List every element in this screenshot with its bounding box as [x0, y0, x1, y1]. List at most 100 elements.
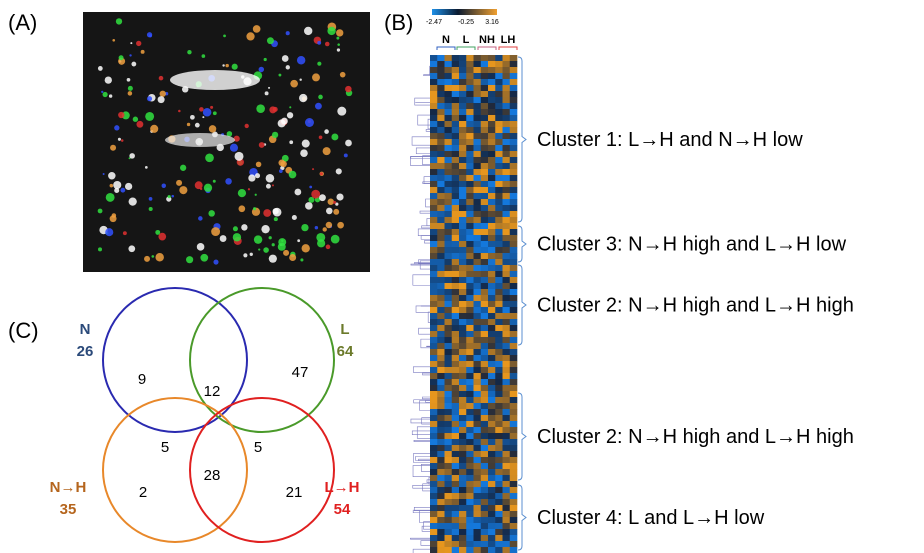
heatmap-cell: [437, 445, 445, 452]
heatmap-cell: [466, 499, 474, 506]
heatmap-cell: [488, 109, 496, 116]
gel-spot: [249, 252, 253, 256]
heatmap-cell: [509, 349, 518, 356]
heatmap-cell: [437, 313, 445, 320]
heatmap-cell: [430, 151, 438, 158]
heatmap-cell: [437, 157, 445, 164]
heatmap-cell: [444, 85, 453, 92]
heatmap-cell: [473, 133, 482, 140]
heatmap-cell: [488, 535, 496, 542]
heatmap-cell: [459, 487, 467, 494]
heatmap-cell: [459, 169, 467, 176]
heatmap-cell: [459, 301, 467, 308]
heatmap-cell: [451, 451, 460, 458]
gel-spot: [136, 120, 144, 128]
gel-spot: [101, 90, 104, 93]
heatmap-cell: [480, 253, 489, 260]
heatmap-cell: [502, 499, 511, 506]
heatmap-cell: [480, 283, 489, 290]
heatmap-cell: [444, 199, 453, 206]
gel-spot: [232, 226, 238, 232]
heatmap-cell: [495, 199, 503, 206]
heatmap-cell: [437, 403, 445, 410]
heatmap-cell: [451, 175, 460, 182]
heatmap-cell: [451, 409, 460, 416]
heatmap-cell: [480, 127, 489, 134]
heatmap-cell: [451, 151, 460, 158]
heatmap-cell: [437, 211, 445, 218]
heatmap-cell: [473, 379, 482, 386]
heatmap-cell: [466, 469, 474, 476]
gel-spot: [308, 196, 315, 203]
heatmap-cell: [495, 415, 503, 422]
heatmap-cell: [451, 481, 460, 488]
gel-spot: [300, 258, 304, 262]
dendrogram-branch: [421, 417, 430, 425]
heatmap-cell: [495, 367, 503, 374]
heatmap-cell: [502, 463, 511, 470]
heatmap-cell: [430, 91, 438, 98]
dendrogram: [410, 65, 431, 553]
heatmap-cell: [495, 211, 503, 218]
heatmap-cell: [437, 397, 445, 404]
gel-spot: [331, 133, 339, 141]
heatmap-cell: [451, 379, 460, 386]
heatmap-cell: [459, 409, 467, 416]
heatmap-cell: [502, 505, 511, 512]
heatmap-cell: [480, 379, 489, 386]
heatmap-cell: [488, 61, 496, 68]
heatmap-cell: [480, 115, 489, 122]
heatmap-cell: [509, 307, 518, 314]
dendrogram-branch: [420, 540, 430, 546]
heatmap-cell: [473, 481, 482, 488]
heatmap-cell: [509, 259, 518, 266]
heatmap-cell: [451, 91, 460, 98]
heatmap-cell: [488, 337, 496, 344]
heatmap-cell: [430, 385, 438, 392]
cluster-bracket: [517, 56, 527, 223]
heatmap-cell: [437, 529, 445, 536]
heatmap-cell: [437, 295, 445, 302]
heatmap-cell: [509, 397, 518, 404]
heatmap-cell: [509, 547, 518, 553]
heatmap-cell: [466, 385, 474, 392]
heatmap-cell: [488, 145, 496, 152]
gel-spot: [268, 254, 277, 263]
heatmap-cell: [495, 403, 503, 410]
gel-spot: [345, 139, 352, 147]
heatmap-cell: [437, 91, 445, 98]
heatmap-cell: [430, 253, 438, 260]
heatmap-cell: [451, 493, 460, 500]
heatmap-cell: [509, 367, 518, 374]
heatmap-cell: [488, 469, 496, 476]
gel-spot: [268, 86, 271, 89]
gel-spot: [312, 73, 320, 82]
gel-spot: [117, 137, 121, 141]
gel-spot: [290, 79, 298, 88]
heatmap-cell: [437, 109, 445, 116]
heatmap-cell: [473, 343, 482, 350]
heatmap-cell: [473, 181, 482, 188]
region-count: 21: [286, 484, 303, 501]
dendrogram-branch: [411, 430, 430, 435]
heatmap-cell: [437, 67, 445, 74]
heatmap-cell: [466, 445, 474, 452]
heatmap-cell: [502, 91, 511, 98]
dendrogram-branch: [413, 453, 430, 463]
heatmap-cell: [509, 289, 518, 296]
heatmap: [430, 55, 518, 553]
heatmap-cell: [437, 79, 445, 86]
heatmap-cell: [430, 283, 438, 290]
heatmap-cell: [509, 229, 518, 236]
gel-spot: [314, 225, 319, 230]
heatmap-cell: [459, 127, 467, 134]
gel-spot: [108, 172, 116, 180]
gel-spot: [316, 232, 326, 242]
heatmap-cell: [430, 355, 438, 362]
heatmap-cell: [473, 463, 482, 470]
gel-spot: [148, 206, 153, 212]
heatmap-cell: [495, 361, 503, 368]
heatmap-cell: [437, 493, 445, 500]
heatmap-cell: [437, 373, 445, 380]
heatmap-cell: [459, 535, 467, 542]
